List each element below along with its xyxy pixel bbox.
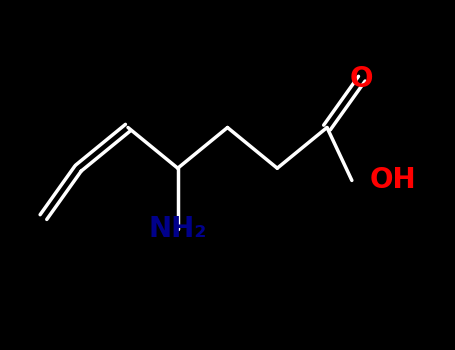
Text: OH: OH bbox=[370, 167, 417, 195]
Text: NH₂: NH₂ bbox=[149, 215, 207, 243]
Text: O: O bbox=[350, 65, 374, 93]
